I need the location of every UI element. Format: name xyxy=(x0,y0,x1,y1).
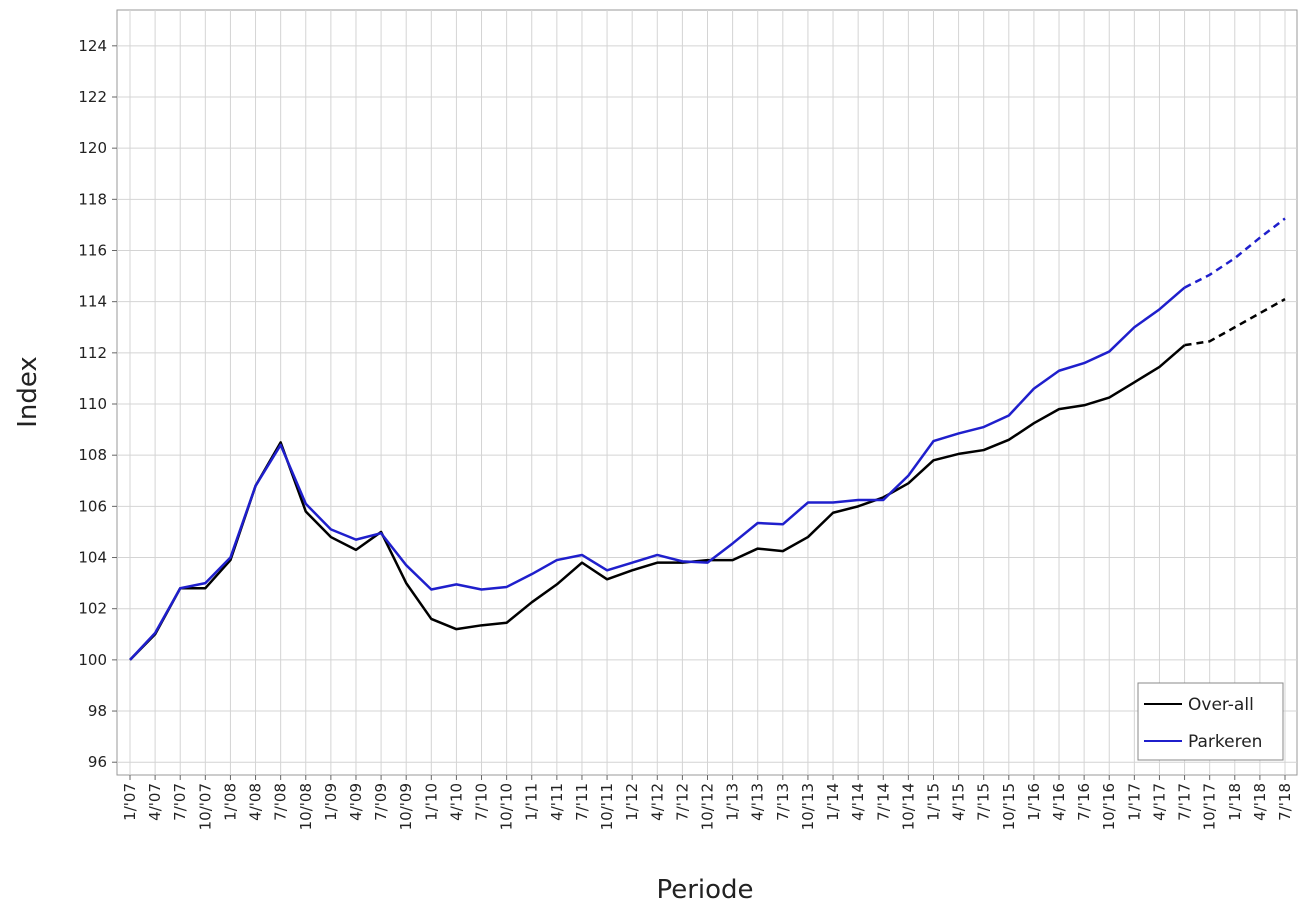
x-tick-label: 4/'15 xyxy=(950,783,968,821)
x-tick-label: 7/'17 xyxy=(1176,783,1194,821)
x-tick-label: 1/'15 xyxy=(924,783,942,821)
x-tick-label: 4/'13 xyxy=(749,783,767,821)
x-tick-label: 10/'10 xyxy=(498,783,516,830)
x-tick-label: 7/'08 xyxy=(272,783,290,821)
x-tick-label: 1/'10 xyxy=(422,783,440,821)
x-tick-label: 7/'10 xyxy=(473,783,491,821)
series-line xyxy=(1184,298,1286,347)
x-tick-label: 10/'14 xyxy=(899,783,917,830)
x-tick-label: 7/'13 xyxy=(774,783,792,821)
y-tick-label: 102 xyxy=(78,600,107,618)
x-tick-label: 7/'09 xyxy=(372,783,390,821)
x-tick-label: 1/'18 xyxy=(1226,783,1244,821)
y-tick-label: 118 xyxy=(78,190,107,208)
x-tick-label: 4/'12 xyxy=(648,783,666,821)
legend-box xyxy=(1137,682,1284,761)
y-tick-label: 108 xyxy=(78,446,107,464)
series-line xyxy=(1184,217,1286,289)
y-tick-label: 120 xyxy=(78,139,107,157)
x-tick-label: 4/'17 xyxy=(1150,783,1168,821)
x-tick-label: 7/'12 xyxy=(673,783,691,821)
series-line xyxy=(129,344,1186,661)
x-tick-label: 4/'16 xyxy=(1050,783,1068,821)
x-tick-label: 4/'18 xyxy=(1251,783,1269,821)
y-tick-label: 100 xyxy=(78,651,107,669)
x-tick-label: 7/'14 xyxy=(874,783,892,821)
x-tick-label: 10/'16 xyxy=(1100,783,1118,830)
y-tick-label: 106 xyxy=(78,497,107,515)
y-tick-label: 116 xyxy=(78,242,107,260)
x-tick-label: 1/'13 xyxy=(724,783,742,821)
x-tick-label: 10/'08 xyxy=(297,783,315,830)
legend-label: Parkeren xyxy=(1188,732,1262,752)
legend-label: Over-all xyxy=(1188,695,1254,715)
x-tick-label: 7/'07 xyxy=(171,783,189,821)
x-tick-label: 7/'11 xyxy=(573,783,591,821)
y-tick-label: 112 xyxy=(78,344,107,362)
x-tick-label: 1/'14 xyxy=(824,783,842,821)
x-tick-label: 10/'17 xyxy=(1201,783,1219,830)
x-tick-label: 1/'11 xyxy=(523,783,541,821)
x-tick-label: 10/'09 xyxy=(397,783,415,830)
y-tick-label: 114 xyxy=(78,293,107,311)
x-tick-label: 7/'16 xyxy=(1075,783,1093,821)
x-tick-label: 10/'12 xyxy=(699,783,717,830)
y-tick-label: 104 xyxy=(78,549,107,567)
x-tick-label: 1/'07 xyxy=(121,783,139,821)
x-tick-label: 7/'18 xyxy=(1276,783,1294,821)
y-tick-label: 96 xyxy=(88,753,107,771)
y-tick-label: 124 xyxy=(78,37,107,55)
y-axis-label: Index xyxy=(13,356,43,428)
x-tick-label: 1/'16 xyxy=(1025,783,1043,821)
x-tick-label: 1/'12 xyxy=(623,783,641,821)
x-tick-label: 10/'13 xyxy=(799,783,817,830)
y-tick-label: 110 xyxy=(78,395,107,413)
x-tick-label: 4/'09 xyxy=(347,783,365,821)
x-tick-label: 10/'15 xyxy=(1000,783,1018,830)
x-tick-label: 1/'17 xyxy=(1125,783,1143,821)
x-tick-label: 4/'11 xyxy=(548,783,566,821)
x-axis-label: Periode xyxy=(656,875,753,905)
y-tick-label: 122 xyxy=(78,88,107,106)
x-tick-label: 10/'07 xyxy=(196,783,214,830)
x-tick-label: 10/'11 xyxy=(598,783,616,830)
x-tick-label: 4/'14 xyxy=(849,783,867,821)
x-tick-label: 7/'15 xyxy=(975,783,993,821)
x-tick-label: 1/'09 xyxy=(322,783,340,821)
x-tick-label: 4/'07 xyxy=(146,783,164,821)
y-tick-label: 98 xyxy=(88,702,107,720)
x-tick-label: 4/'10 xyxy=(447,783,465,821)
x-tick-label: 4/'08 xyxy=(247,783,265,821)
series-line xyxy=(129,286,1186,661)
x-tick-label: 1/'08 xyxy=(221,783,239,821)
